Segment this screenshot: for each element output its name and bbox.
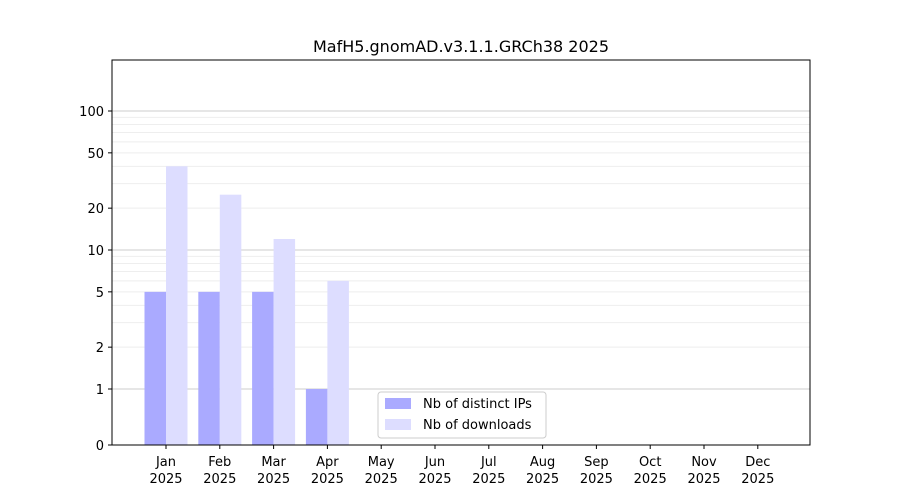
- y-tick-label: 5: [96, 286, 104, 301]
- x-tick-label-year: 2025: [472, 472, 505, 487]
- x-tick-label-month: Dec: [745, 455, 770, 470]
- bar-distinct-ips: [252, 291, 274, 445]
- x-tick-label-year: 2025: [634, 472, 667, 487]
- x-tick-label-year: 2025: [687, 472, 720, 487]
- x-tick-label-month: Mar: [261, 455, 286, 470]
- legend-swatch: [385, 419, 411, 430]
- legend-label: Nb of downloads: [423, 418, 532, 433]
- y-tick-label: 50: [87, 147, 104, 162]
- x-tick-label-month: May: [368, 455, 395, 470]
- x-tick-label-month: Sep: [584, 455, 609, 470]
- x-tick-label-month: Aug: [530, 455, 555, 470]
- x-tick-label-year: 2025: [418, 472, 451, 487]
- x-tick-label-year: 2025: [741, 472, 774, 487]
- bar-downloads: [166, 166, 188, 445]
- x-tick-label-month: Oct: [639, 455, 661, 470]
- y-tick-label: 0: [96, 439, 104, 454]
- y-tick-label: 10: [87, 244, 104, 259]
- x-tick-label-month: Jun: [424, 455, 445, 470]
- bar-downloads: [273, 238, 296, 445]
- x-tick-label-year: 2025: [365, 472, 398, 487]
- chart-title: MafH5.gnomAD.v3.1.1.GRCh38 2025: [313, 37, 609, 56]
- x-tick-label-month: Nov: [691, 455, 717, 470]
- x-tick-label-year: 2025: [149, 472, 182, 487]
- legend: Nb of distinct IPs Nb of downloads: [377, 391, 547, 439]
- x-tick-label-year: 2025: [580, 472, 613, 487]
- bar-distinct-ips: [305, 389, 328, 445]
- x-tick-label-year: 2025: [257, 472, 290, 487]
- y-tick-label: 1: [96, 383, 104, 398]
- bar-downloads: [219, 194, 242, 445]
- bar-downloads: [327, 280, 349, 445]
- bar-distinct-ips: [198, 291, 220, 445]
- x-tick-label-month: Jul: [480, 455, 497, 470]
- x-tick-label-month: Jan: [155, 455, 176, 470]
- x-tick-label-month: Apr: [316, 455, 339, 470]
- x-tick-label-year: 2025: [526, 472, 559, 487]
- bars: [144, 166, 349, 445]
- y-tick-label: 20: [87, 202, 104, 217]
- x-tick-label-year: 2025: [311, 472, 344, 487]
- bar-distinct-ips: [144, 291, 166, 445]
- legend-label: Nb of distinct IPs: [423, 397, 532, 412]
- y-axis: 0 1 2 5 10 20 50 100: [79, 105, 112, 454]
- legend-swatch: [385, 398, 411, 409]
- legend-box: [377, 391, 547, 439]
- y-tick-label: 100: [79, 105, 104, 120]
- x-axis: Jan 2025 Feb 2025 Mar 2025 Apr 2025 May 2025 Jun 20…: [149, 445, 774, 487]
- x-tick-label-year: 2025: [203, 472, 236, 487]
- plot-area-frame: [111, 59, 811, 446]
- y-tick-label: 2: [96, 341, 104, 356]
- x-tick-label-month: Feb: [208, 455, 231, 470]
